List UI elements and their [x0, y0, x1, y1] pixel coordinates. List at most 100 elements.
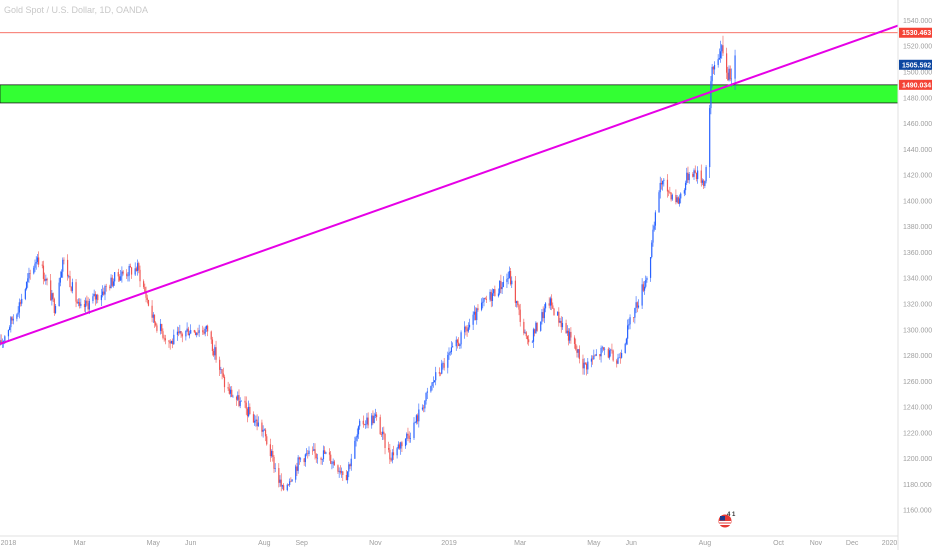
candle [59, 271, 61, 287]
candle-body [76, 301, 78, 304]
candle-body [281, 485, 284, 487]
candle-body [418, 409, 420, 422]
candle-body [713, 64, 716, 70]
price-tick-label: 1300.000 [903, 327, 932, 334]
candle-body [464, 326, 466, 333]
candle [712, 66, 714, 74]
candle [389, 443, 391, 464]
candle-body [145, 291, 147, 298]
candle [122, 270, 124, 276]
candle-body [279, 479, 281, 483]
price-tick-label: 1240.000 [903, 405, 932, 412]
candle-body [321, 459, 323, 460]
candle-body [641, 284, 643, 306]
candle [50, 274, 52, 301]
candle-body [229, 389, 232, 394]
candle [391, 449, 393, 464]
candle-body [658, 192, 660, 213]
candle [669, 186, 671, 195]
candle-body [42, 265, 45, 279]
candle-body [332, 461, 334, 464]
candle-body [482, 301, 484, 303]
candle-body [703, 180, 705, 186]
candle-body [729, 68, 731, 80]
candle-body [595, 354, 597, 356]
candle [44, 272, 46, 282]
candle [86, 295, 88, 306]
candle [229, 386, 232, 398]
candle [587, 357, 589, 374]
candle [227, 381, 229, 391]
candle-body [490, 291, 492, 301]
candle [646, 276, 648, 283]
candle-body [543, 308, 545, 319]
candle [83, 299, 86, 312]
zone-price-label: 1490.034 [902, 82, 931, 89]
candle-body [60, 271, 63, 278]
candle [575, 338, 577, 351]
candle-body [357, 426, 360, 435]
candle-body [601, 347, 603, 349]
candle [291, 478, 293, 482]
candle-body [627, 325, 629, 339]
candle-body [472, 314, 474, 325]
candle [435, 366, 437, 386]
time-axis[interactable]: 2018 Mar May Jun Aug Sep Nov 2019 Mar May Jun Aug Oc… [0, 535, 898, 547]
candle [566, 325, 568, 336]
candle [542, 306, 544, 322]
candle-body [178, 331, 180, 333]
candle-body [383, 431, 385, 434]
candle-body [205, 325, 207, 329]
candle [198, 324, 200, 337]
candle-body [190, 330, 192, 334]
candle [573, 335, 576, 349]
candle [577, 348, 579, 358]
candle [130, 266, 133, 279]
candle [489, 289, 491, 302]
candle-body [337, 465, 339, 472]
candle-body [153, 314, 156, 323]
candle-body [86, 300, 88, 304]
candle [590, 355, 593, 368]
candle [77, 298, 80, 307]
candle-body [602, 347, 605, 350]
candle [97, 293, 99, 304]
candle-body [465, 326, 467, 330]
time-tick-label: Dec [846, 540, 859, 547]
candle [558, 307, 560, 327]
candle [397, 441, 399, 450]
candle-body [246, 408, 249, 417]
candle-body [307, 453, 309, 455]
candle [71, 278, 74, 294]
candle [109, 284, 111, 291]
candle-body [587, 361, 589, 370]
candle [333, 459, 335, 466]
candle-body [675, 194, 677, 203]
candle [10, 315, 12, 333]
candle [110, 274, 112, 289]
candle-body [430, 386, 432, 392]
chart-title: Gold Spot / U.S. Dollar, 1D, OANDA [4, 5, 149, 15]
candle-body [161, 323, 163, 332]
price-tick-label: 1340.000 [903, 276, 932, 283]
candle [484, 296, 486, 300]
candle-body [163, 337, 165, 339]
candle-body [616, 360, 618, 364]
candle-body [88, 300, 90, 310]
candle-body [130, 267, 133, 275]
candle [482, 297, 484, 309]
candle [567, 328, 570, 346]
candle-body [473, 311, 475, 315]
candle-body [719, 51, 722, 59]
candle-body [45, 278, 47, 281]
candle [202, 325, 204, 335]
candle-body [117, 272, 119, 277]
candle-body [156, 325, 158, 331]
candle [620, 349, 623, 359]
us-flag-event-icon[interactable]: 4 1 [718, 512, 736, 528]
candle-body [305, 453, 308, 455]
candle [232, 394, 234, 398]
candle-body [304, 454, 306, 463]
price-axis[interactable]: 1160.000 1180.000 1200.000 1220.000 1240.000… [897, 0, 932, 550]
